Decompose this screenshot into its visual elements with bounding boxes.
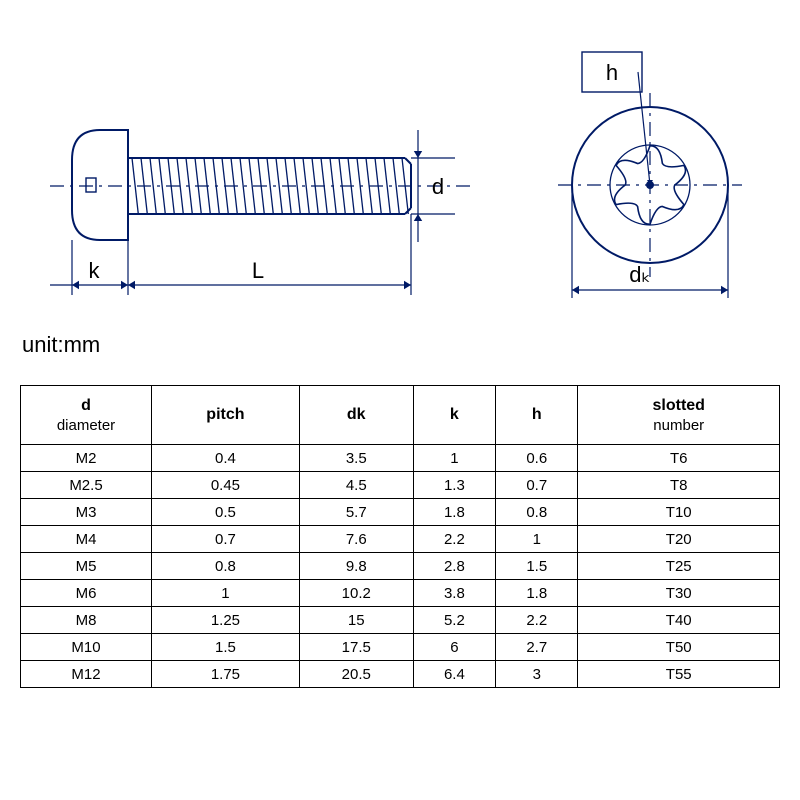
table-row: M20.43.510.6T6 [21, 445, 780, 472]
col-header: pitch [152, 386, 300, 445]
cell: 0.5 [152, 499, 300, 526]
cell: T20 [578, 526, 780, 553]
cell: 1.25 [152, 607, 300, 634]
cell: 1 [413, 445, 495, 472]
cell: 5.2 [413, 607, 495, 634]
cell: 1.75 [152, 661, 300, 688]
cell: 1.5 [152, 634, 300, 661]
cell: 1.8 [496, 580, 578, 607]
col-header: k [413, 386, 495, 445]
cell: M10 [21, 634, 152, 661]
technical-drawing: d k Lh dₖ [0, 0, 800, 330]
table-row: M101.517.562.7T50 [21, 634, 780, 661]
cell: T25 [578, 553, 780, 580]
cell: 10.2 [299, 580, 413, 607]
cell: 2.7 [496, 634, 578, 661]
cell: 20.5 [299, 661, 413, 688]
cell: 0.8 [496, 499, 578, 526]
cell: T40 [578, 607, 780, 634]
cell: 1.5 [496, 553, 578, 580]
svg-text:d: d [432, 174, 444, 199]
cell: T8 [578, 472, 780, 499]
cell: 7.6 [299, 526, 413, 553]
cell: 15 [299, 607, 413, 634]
spec-table: ddiameterpitchdkkhslottednumber M20.43.5… [20, 385, 780, 688]
cell: 0.6 [496, 445, 578, 472]
svg-text:h: h [606, 60, 618, 85]
cell: 2.2 [496, 607, 578, 634]
cell: T55 [578, 661, 780, 688]
cell: M6 [21, 580, 152, 607]
cell: 5.7 [299, 499, 413, 526]
table-row: M40.77.62.21T20 [21, 526, 780, 553]
col-header: slottednumber [578, 386, 780, 445]
svg-text:k: k [89, 258, 101, 283]
table-row: M81.25155.22.2T40 [21, 607, 780, 634]
cell: 0.7 [496, 472, 578, 499]
col-header: dk [299, 386, 413, 445]
cell: 4.5 [299, 472, 413, 499]
cell: 1 [496, 526, 578, 553]
col-header: ddiameter [21, 386, 152, 445]
unit-label: unit:mm [22, 332, 100, 358]
cell: 0.45 [152, 472, 300, 499]
table-row: M50.89.82.81.5T25 [21, 553, 780, 580]
cell: 3.8 [413, 580, 495, 607]
cell: M4 [21, 526, 152, 553]
cell: M12 [21, 661, 152, 688]
cell: M5 [21, 553, 152, 580]
cell: 3 [496, 661, 578, 688]
table-row: M6110.23.81.8T30 [21, 580, 780, 607]
cell: 1.8 [413, 499, 495, 526]
cell: 3.5 [299, 445, 413, 472]
cell: 9.8 [299, 553, 413, 580]
cell: 6.4 [413, 661, 495, 688]
table-row: M2.50.454.51.30.7T8 [21, 472, 780, 499]
col-header: h [496, 386, 578, 445]
cell: T30 [578, 580, 780, 607]
cell: M2.5 [21, 472, 152, 499]
cell: M8 [21, 607, 152, 634]
svg-text:L: L [252, 258, 264, 283]
cell: T50 [578, 634, 780, 661]
cell: 6 [413, 634, 495, 661]
cell: 1.3 [413, 472, 495, 499]
cell: 0.8 [152, 553, 300, 580]
cell: T10 [578, 499, 780, 526]
cell: 0.4 [152, 445, 300, 472]
cell: 17.5 [299, 634, 413, 661]
cell: M2 [21, 445, 152, 472]
cell: 2.8 [413, 553, 495, 580]
cell: 2.2 [413, 526, 495, 553]
svg-text:dₖ: dₖ [629, 262, 651, 287]
cell: T6 [578, 445, 780, 472]
table-row: M121.7520.56.43T55 [21, 661, 780, 688]
cell: 1 [152, 580, 300, 607]
cell: M3 [21, 499, 152, 526]
table-row: M30.55.71.80.8T10 [21, 499, 780, 526]
cell: 0.7 [152, 526, 300, 553]
